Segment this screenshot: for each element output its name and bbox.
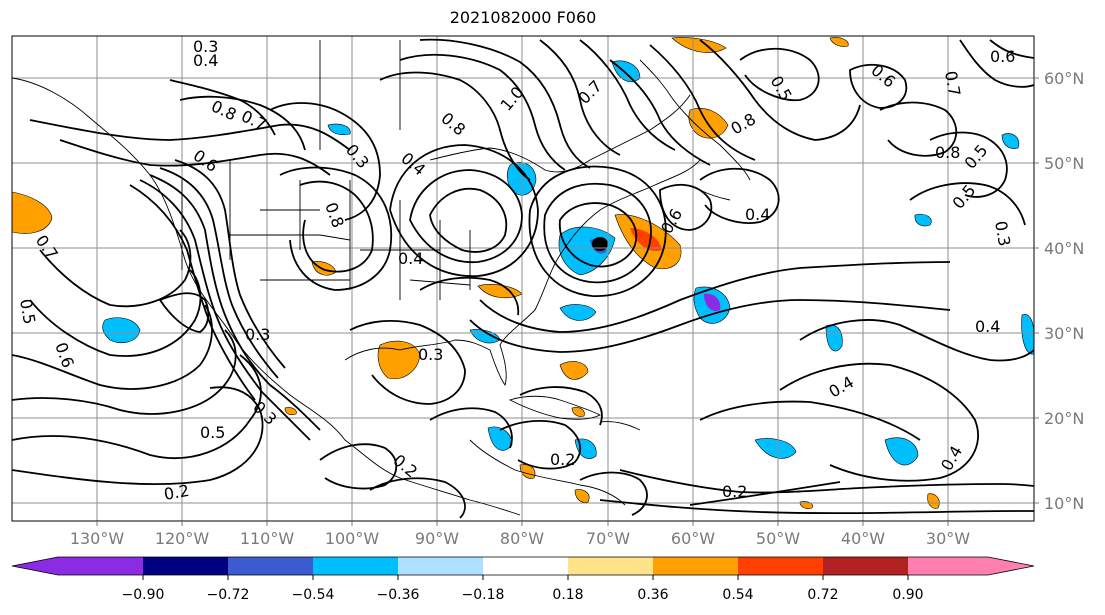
graticule <box>12 36 1034 521</box>
lat-labels: 60°N 50°N 40°N 30°N 20°N 10°N <box>1044 69 1084 513</box>
lon-label: 80°W <box>500 529 544 548</box>
colorbar-segment <box>143 557 228 575</box>
lon-label: 100°W <box>325 529 380 548</box>
contour-label: 0.8 <box>935 143 960 162</box>
colorbar-segment <box>568 557 653 575</box>
colorbar-label: 0.18 <box>552 587 583 603</box>
contour-label: 0.4 <box>398 249 423 268</box>
lon-label: 120°W <box>155 529 210 548</box>
contour-label: 0.3 <box>193 37 218 56</box>
lon-label: 70°W <box>586 529 630 548</box>
contour-label: 0.3 <box>418 345 443 364</box>
map-frame <box>11 35 1035 522</box>
contour-label: 0.5 <box>200 423 225 442</box>
colorbar-segment <box>398 557 483 575</box>
lon-label: 130°W <box>70 529 125 548</box>
contour-label: 0.2 <box>162 481 190 504</box>
colorbar <box>11 556 1035 576</box>
map-title: 2021082000 F060 <box>449 8 597 27</box>
lon-label: 90°W <box>415 529 459 548</box>
contour-label: 0.4 <box>975 317 1000 336</box>
lon-label: 40°W <box>841 529 885 548</box>
map-canvas: 0.3 0.4 0.8 0.7 0.6 0.4 0.3 0.8 1.0 0.7 … <box>12 36 1034 521</box>
lon-labels: 130°W 120°W 110°W 100°W 90°W 80°W 70°W 6… <box>70 529 970 548</box>
lat-label: 20°N <box>1044 409 1084 428</box>
colorbar-segment <box>908 557 988 575</box>
contour-label: 0.6 <box>990 47 1015 66</box>
lat-label: 30°N <box>1044 324 1084 343</box>
colorbar-label: −0.36 <box>377 587 420 603</box>
lon-label: 60°W <box>671 529 715 548</box>
contour-label: 0.5 <box>16 297 39 325</box>
contour-label: 0.3 <box>991 219 1014 247</box>
lat-label: 50°N <box>1044 154 1084 173</box>
lat-label: 60°N <box>1044 69 1084 88</box>
colorbar-label: 0.90 <box>892 587 923 603</box>
lat-ticks <box>1034 77 1039 504</box>
anomaly-fills <box>12 37 1034 509</box>
colorbar-segment <box>228 557 313 575</box>
colorbar-max-arrow <box>988 557 1034 575</box>
lon-label: 30°W <box>926 529 970 548</box>
lat-label: 40°N <box>1044 239 1084 258</box>
colorbar-label: 0.36 <box>637 587 668 603</box>
colorbar-segment <box>313 557 398 575</box>
colorbar-label: −0.54 <box>292 587 335 603</box>
colorbar-label: 0.54 <box>722 587 753 603</box>
contour-label: 0.4 <box>745 205 770 224</box>
colorbar-label: −0.72 <box>207 587 250 603</box>
colorbar-min-arrow <box>12 557 58 575</box>
colorbar-segment <box>738 557 823 575</box>
lat-label: 10°N <box>1044 494 1084 513</box>
colorbar-segment <box>483 557 568 575</box>
contour-label: 0.7 <box>941 69 964 97</box>
colorbar-segment <box>823 557 908 575</box>
contour-label: 0.4 <box>193 51 218 70</box>
colorbar-label: −0.18 <box>462 587 505 603</box>
colorbar-segment <box>653 557 738 575</box>
colorbar-segment <box>58 557 143 575</box>
lon-label: 110°W <box>240 529 295 548</box>
contour-label: 0.2 <box>550 450 575 469</box>
lon-label: 50°W <box>756 529 800 548</box>
colorbar-label: −0.90 <box>122 587 165 603</box>
colorbar-label: 0.72 <box>807 587 838 603</box>
contour-label: 0.3 <box>245 325 270 344</box>
lon-ticks <box>96 521 949 526</box>
contour-label: 0.2 <box>722 482 747 501</box>
colorbar-labels: −0.90 −0.72 −0.54 −0.36 −0.18 0.18 0.36 … <box>122 587 924 603</box>
contour-lines <box>12 38 1034 519</box>
colorbar-ticks <box>142 575 909 580</box>
